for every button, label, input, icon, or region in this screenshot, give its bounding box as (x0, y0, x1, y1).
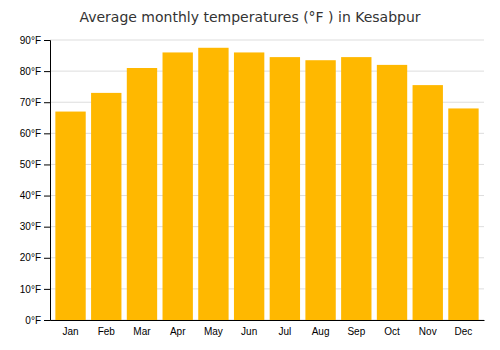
bar (377, 65, 407, 320)
tick: 20°F (20, 252, 50, 263)
tick: 10°F (20, 284, 50, 295)
tick-mark (44, 289, 50, 290)
tick-label: Jul (278, 326, 291, 337)
tick-mark (44, 102, 50, 103)
bar (127, 68, 157, 320)
tick: 50°F (20, 159, 50, 170)
title: Average monthly temperatures (°F ) in Ke… (79, 9, 420, 25)
tick: Nov (419, 326, 437, 337)
tick-label: 10°F (20, 284, 41, 295)
tick-label: 60°F (20, 128, 41, 139)
chart: Average monthly temperatures (°F ) in Ke… (0, 0, 500, 350)
tick-label: May (204, 326, 223, 337)
tick-mark (44, 164, 50, 165)
tick-label: Jan (62, 326, 78, 337)
grid (50, 40, 484, 320)
bar (234, 52, 264, 320)
tick: 60°F (20, 128, 50, 139)
bars (55, 48, 478, 320)
bar (413, 85, 443, 320)
bar (305, 60, 335, 320)
tick-label: 50°F (20, 159, 41, 170)
tick-mark (44, 258, 50, 259)
tick-mark (44, 196, 50, 197)
tick: Oct (384, 326, 400, 337)
tick: 80°F (20, 66, 50, 77)
bar (55, 112, 85, 320)
tick-mark (44, 40, 50, 41)
tick: May (204, 326, 223, 337)
tick-label: Jun (241, 326, 257, 337)
tick-label: 70°F (20, 97, 41, 108)
tick: Feb (98, 326, 116, 337)
tick-label: 30°F (20, 221, 41, 232)
tick-label: 20°F (20, 252, 41, 263)
tick-label: 90°F (20, 35, 41, 46)
tick: Aug (312, 326, 330, 337)
bar (91, 93, 121, 320)
axis-line (51, 320, 485, 321)
tick-label: Feb (98, 326, 116, 337)
tick: Sep (347, 326, 365, 337)
bar (163, 52, 193, 320)
tick: 90°F (20, 35, 50, 46)
tick-label: 40°F (20, 190, 41, 201)
tick-mark (44, 227, 50, 228)
tick: Jul (278, 326, 291, 337)
tick-label: Nov (419, 326, 437, 337)
bar (198, 48, 228, 320)
tick-label: 80°F (20, 66, 41, 77)
tick-mark (44, 71, 50, 72)
bar (448, 108, 478, 320)
axis-line (44, 41, 51, 321)
tick: Mar (133, 326, 151, 337)
grid-line (50, 71, 484, 72)
tick: Jun (241, 326, 257, 337)
x-axis: Jan Feb Mar Apr May Jun Jul Aug Sep Oct Nov Dec (51, 321, 485, 338)
tick: 0°F (25, 315, 50, 326)
bar (341, 57, 371, 320)
tick-mark (44, 133, 50, 134)
tick-label: Aug (312, 326, 330, 337)
tick: Apr (170, 326, 186, 337)
y-axis: 0°F 10°F 20°F 30°F 40°F 50°F 60°F 70°F 80°F 90°F (20, 35, 51, 326)
tick-label: Sep (347, 326, 365, 337)
tick: 30°F (20, 221, 50, 232)
tick-mark (44, 320, 50, 321)
tick: 40°F (20, 190, 50, 201)
tick: Jan (62, 326, 78, 337)
tick-label: Dec (455, 326, 473, 337)
tick: 70°F (20, 97, 50, 108)
tick-label: Mar (133, 326, 151, 337)
tick: Dec (455, 326, 473, 337)
plot: 0°F 10°F 20°F 30°F 40°F 50°F 60°F 70°F 80°F 90°F J… (20, 35, 485, 337)
bar (270, 57, 300, 320)
grid-line (50, 40, 484, 41)
tick-label: Apr (170, 326, 186, 337)
tick-label: Oct (384, 326, 400, 337)
tick-label: 0°F (25, 315, 41, 326)
